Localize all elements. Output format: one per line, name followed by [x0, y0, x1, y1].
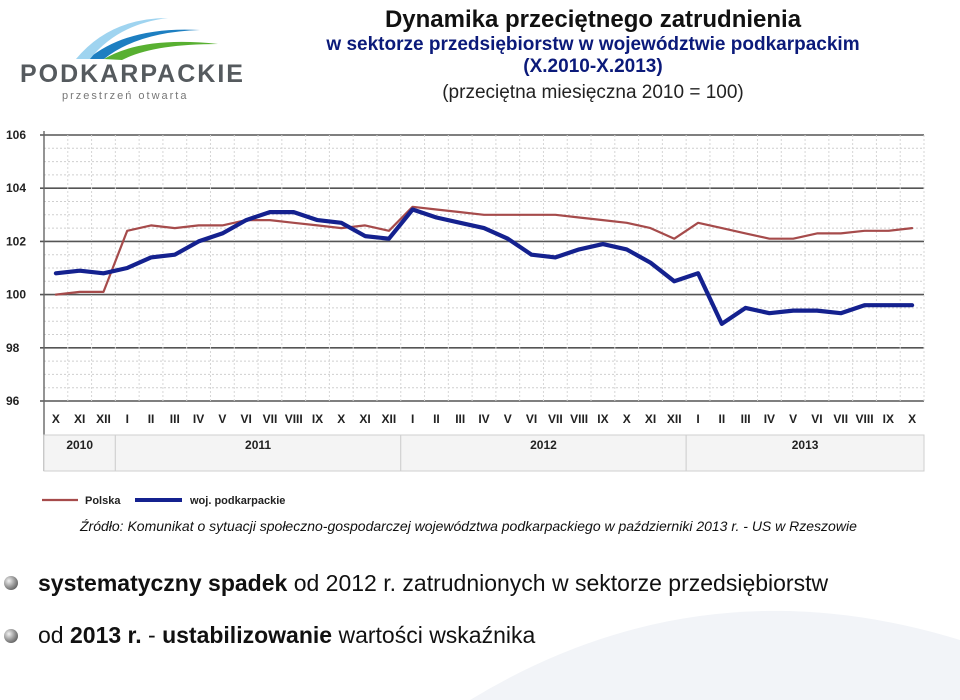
x-tick-label: IX: [312, 412, 323, 426]
bullet-1-text: systematyczny spadek od 2012 r. zatrudni…: [38, 570, 828, 597]
x-tick-label: VIII: [285, 412, 303, 426]
x-tick-label: VI: [526, 412, 537, 426]
x-tick-label: V: [218, 412, 226, 426]
logo-swoosh-icon: [76, 18, 218, 60]
x-tick-label: XII: [667, 412, 682, 426]
x-tick-label: V: [504, 412, 512, 426]
bullet-2-bold-word: ustabilizowanie: [162, 622, 333, 648]
x-tick-label: III: [170, 412, 180, 426]
bullet-1-rest: od 2012 r. zatrudnionych w sektorze prze…: [287, 570, 829, 596]
x-tick-label: VII: [833, 412, 848, 426]
x-tick-label: XI: [645, 412, 656, 426]
x-tick-label: VI: [240, 412, 251, 426]
x-tick-label: IV: [764, 412, 775, 426]
bullet-2-bold-year: 2013 r.: [69, 622, 142, 648]
x-tick-label: X: [908, 412, 916, 426]
logo-name: PODKARPACKIE: [20, 60, 245, 88]
year-label: 2013: [792, 438, 819, 452]
year-label: 2012: [530, 438, 557, 452]
x-tick-label: III: [741, 412, 751, 426]
x-tick-label: X: [337, 412, 345, 426]
legend-label-polska: Polska: [85, 495, 121, 507]
logo-tagline: przestrzeń otwarta: [62, 90, 189, 102]
x-tick-label: XI: [74, 412, 85, 426]
bullet-2-rest: wartości wskaźnika: [332, 622, 536, 648]
year-band: [400, 434, 687, 472]
x-tick-label: VI: [811, 412, 822, 426]
x-tick-label: VIII: [856, 412, 874, 426]
year-label: 2010: [66, 438, 93, 452]
x-tick-label: IX: [597, 412, 608, 426]
bullet-icon: [4, 629, 18, 643]
bullet-2-dash: -: [141, 622, 163, 648]
x-tick-label: VII: [263, 412, 278, 426]
year-label: 2011: [245, 438, 271, 452]
series-line-podkarpackie: [53, 207, 915, 326]
legend-label-podkarpackie: woj. podkarpackie: [189, 495, 285, 507]
y-tick-label: 104: [6, 181, 26, 195]
bullet-1-bold: systematyczny spadek: [38, 570, 288, 596]
page-title: Dynamika przeciętnego zatrudnienia: [384, 6, 802, 33]
x-tick-label: V: [789, 412, 797, 426]
x-tick-label: IV: [478, 412, 489, 426]
x-tick-label: IX: [883, 412, 894, 426]
x-tick-label: II: [719, 412, 726, 426]
x-tick-label: X: [52, 412, 60, 426]
y-tick-label: 98: [6, 341, 20, 355]
x-tick-label: I: [696, 412, 699, 426]
base-note: (przeciętna miesięczna 2010 = 100): [442, 82, 744, 103]
x-tick-label: IV: [193, 412, 204, 426]
y-tick-label: 106: [6, 128, 26, 142]
series-line-polska: [54, 205, 914, 296]
x-tick-label: X: [623, 412, 631, 426]
bullet-2-text: od 2013 r. - ustabilizowanie wartości ws…: [38, 622, 535, 649]
y-tick-label: 100: [6, 288, 26, 302]
x-tick-label: I: [126, 412, 129, 426]
x-tick-label: II: [433, 412, 440, 426]
year-band: [114, 434, 402, 472]
y-tick-label: 102: [6, 234, 26, 248]
year-band: [685, 434, 925, 472]
x-tick-label: II: [148, 412, 155, 426]
x-tick-label: I: [411, 412, 414, 426]
bullet-icon: [4, 576, 18, 590]
period-line: (X.2010-X.2013): [523, 56, 663, 77]
podkarpackie-logo: PODKARPACKIE przestrzeń otwarta: [18, 14, 243, 104]
x-tick-label: XI: [359, 412, 370, 426]
x-tick-label: VII: [548, 412, 563, 426]
source-note: Źródło: Komunikat o sytuacji społeczno-g…: [80, 518, 857, 534]
x-tick-label: III: [455, 412, 465, 426]
y-tick-label: 96: [6, 394, 20, 408]
x-tick-label: XII: [382, 412, 397, 426]
subtitle-line: w sektorze przedsiębiorstw w województwi…: [326, 34, 860, 55]
bullet-2-pre: od: [38, 622, 70, 648]
header: Dynamika przeciętnego zatrudnienia w sek…: [248, 6, 938, 108]
x-tick-label: VIII: [570, 412, 588, 426]
year-band: [43, 434, 116, 472]
x-tick-label: XII: [96, 412, 111, 426]
